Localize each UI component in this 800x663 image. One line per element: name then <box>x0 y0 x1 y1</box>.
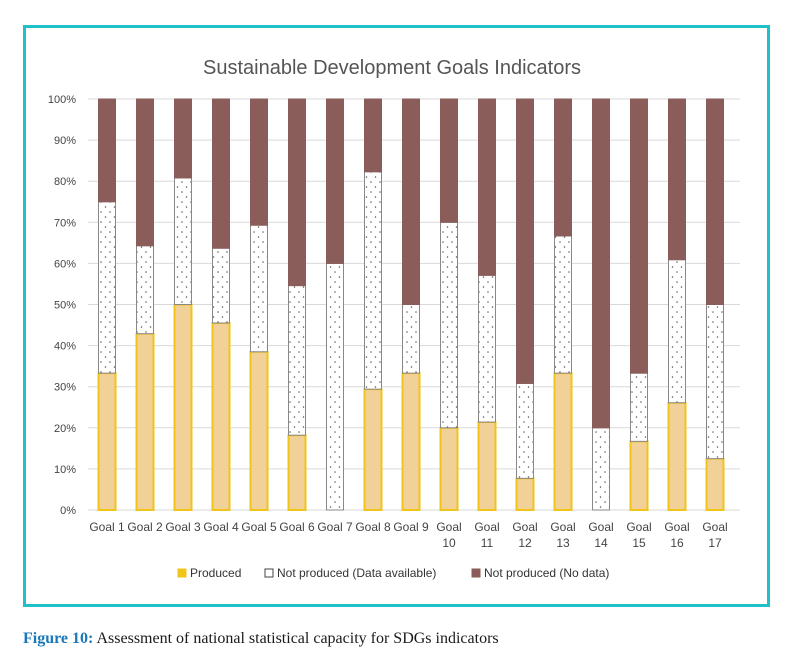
y-tick-label: 80% <box>54 176 76 188</box>
bar-segment-not-produced-no-data <box>364 98 382 173</box>
bar-segment-not-produced-no-data <box>402 98 420 305</box>
x-tick-label: Goal 15 <box>626 520 651 550</box>
x-tick-label: Goal 9 <box>393 520 429 534</box>
x-tick-label: Goal 5 <box>241 520 277 534</box>
bar-segment-produced <box>667 401 687 512</box>
figure-caption: Figure 10: Assessment of national statis… <box>23 630 499 648</box>
bar-segment-not-produced-no-data <box>592 98 610 429</box>
bar-segment-produced <box>173 303 193 511</box>
bar-segment-not-produced-no-data <box>440 98 458 223</box>
bar-segment-produced <box>629 440 649 512</box>
legend-swatch <box>264 568 274 578</box>
bar-segment-produced <box>287 434 307 511</box>
x-tick-label: Goal 3 <box>165 520 201 534</box>
bar-segment-not-produced-no-data <box>326 98 344 264</box>
bar-segment-not-produced-data-available <box>706 304 724 460</box>
x-tick-label: Goal 14 <box>588 520 613 550</box>
bar-segment-produced <box>439 426 459 511</box>
bar-segment-not-produced-data-available <box>478 274 496 423</box>
x-tick-label: Goal 6 <box>279 520 315 534</box>
y-tick-label: 90% <box>54 135 76 147</box>
bar-segment-not-produced-no-data <box>98 98 116 203</box>
bar-segment-produced <box>477 421 497 511</box>
bar-segment-produced <box>553 372 573 511</box>
bar-segment-not-produced-data-available <box>364 171 382 390</box>
legend-swatch <box>471 568 481 578</box>
x-tick-label: Goal 4 <box>203 520 239 534</box>
x-tick-label: Goal 13 <box>550 520 575 550</box>
bar-segment-produced <box>363 388 383 511</box>
bar-segment-not-produced-no-data <box>136 98 154 247</box>
bar-segment-not-produced-data-available <box>326 262 344 511</box>
x-tick-label: Goal 1 <box>89 520 125 534</box>
bar-segment-not-produced-no-data <box>212 98 230 249</box>
bar-segment-produced <box>515 477 535 511</box>
y-tick-label: 60% <box>54 258 76 270</box>
bar-segment-not-produced-no-data <box>706 98 724 305</box>
bar-segment-not-produced-data-available <box>402 304 420 374</box>
x-tick-label: Goal 7 <box>317 520 353 534</box>
bar-segment-not-produced-no-data <box>630 98 648 374</box>
x-tick-label: Goal 2 <box>127 520 163 534</box>
legend-swatch <box>177 568 187 578</box>
bar-segment-not-produced-no-data <box>174 98 192 179</box>
bar-segment-not-produced-no-data <box>668 98 686 261</box>
bar-segment-not-produced-data-available <box>554 235 572 374</box>
bar-segment-not-produced-data-available <box>136 245 154 335</box>
bar-segment-not-produced-data-available <box>668 259 686 404</box>
x-tick-label: Goal 10 <box>436 520 461 550</box>
x-tick-label: Goal 11 <box>474 520 499 550</box>
x-tick-label: Goal 8 <box>355 520 391 534</box>
y-tick-label: 50% <box>54 300 76 312</box>
bar-segment-produced <box>211 321 231 511</box>
x-tick-label: Goal 12 <box>512 520 537 550</box>
x-axis: Goal 1 Goal 2 Goal 3 Goal 4 Goal 5 Goal 6 Goal… <box>89 520 727 550</box>
caption-text: Assessment of national statistical capac… <box>96 630 499 647</box>
bars <box>97 98 725 512</box>
bar-segment-not-produced-no-data <box>516 98 534 384</box>
bar-segment-not-produced-data-available <box>174 177 192 305</box>
y-tick-label: 100% <box>48 94 76 106</box>
bar-segment-not-produced-data-available <box>98 201 116 374</box>
bar-segment-produced <box>97 372 117 511</box>
bar-segment-not-produced-no-data <box>478 98 496 276</box>
y-tick-label: 0% <box>60 505 76 517</box>
bar-segment-not-produced-data-available <box>592 427 610 511</box>
legend: Produced Not produced (Data available) Not… <box>177 566 609 580</box>
y-tick-label: 10% <box>54 464 76 476</box>
y-tick-label: 40% <box>54 341 76 353</box>
bar-segment-not-produced-data-available <box>516 382 534 479</box>
bar-segment-not-produced-no-data <box>250 98 268 226</box>
caption-label: Figure 10: <box>23 630 94 647</box>
x-tick-label: Goal 16 <box>664 520 689 550</box>
y-tick-label: 30% <box>54 382 76 394</box>
legend-label: Not produced (Data available) <box>277 566 436 580</box>
x-tick-label: Goal 17 <box>702 520 727 550</box>
bar-segment-not-produced-no-data <box>554 98 572 237</box>
bar-segment-produced <box>135 332 155 511</box>
y-tick-label: 70% <box>54 217 76 229</box>
bar-segment-not-produced-data-available <box>630 372 648 442</box>
bar-segment-not-produced-no-data <box>288 98 306 287</box>
bar-segment-produced <box>705 457 725 511</box>
bar-segment-produced <box>401 372 421 511</box>
legend-label: Produced <box>190 566 241 580</box>
y-tick-label: 20% <box>54 423 76 435</box>
bar-segment-produced <box>249 350 269 512</box>
chart-title: Sustainable Development Goals Indicators <box>203 57 581 79</box>
bar-segment-not-produced-data-available <box>212 247 230 324</box>
bar-segment-not-produced-data-available <box>250 224 268 353</box>
legend-label: Not produced (No data) <box>484 566 609 580</box>
bar-segment-not-produced-data-available <box>288 285 306 436</box>
bar-segment-not-produced-data-available <box>440 221 458 429</box>
y-axis: 0% 10% 20% 30% 40% 50% 60% 70% 80% 90% 100% <box>48 94 76 517</box>
